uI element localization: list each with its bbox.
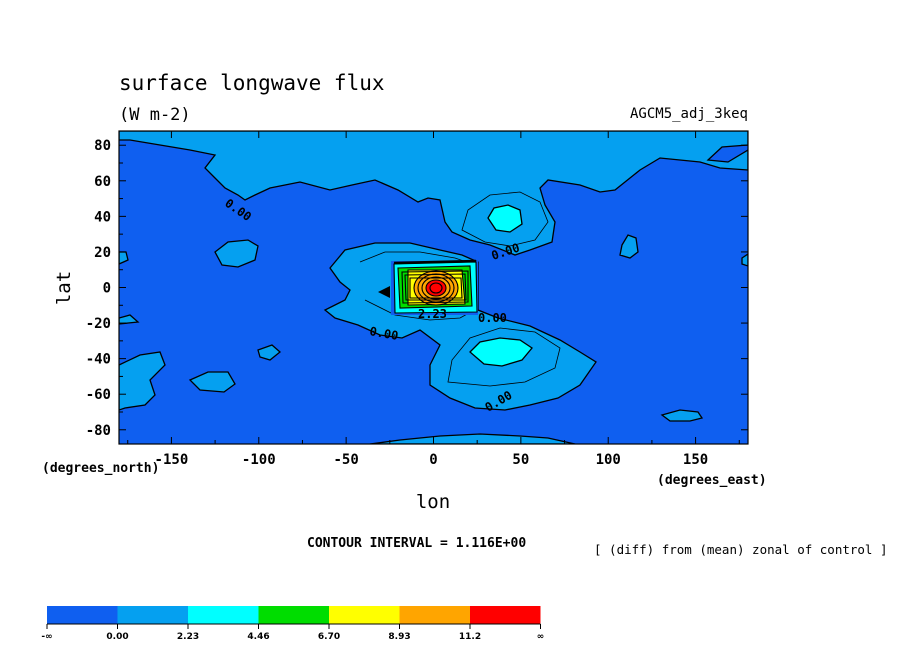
colorbar-swatch — [188, 606, 259, 624]
x-tick-label: 100 — [596, 452, 621, 468]
anomaly-ring-2 — [421, 276, 451, 300]
x-tick-label: -50 — [333, 452, 358, 468]
colorbar-swatch — [399, 606, 470, 624]
x-axis: -150 -100 -50 0 50 100 150 — [127, 131, 740, 468]
y-tick-label: -60 — [86, 387, 111, 403]
central-anomaly — [378, 259, 478, 315]
y-tick-label: 0 — [103, 281, 111, 297]
colorbar-label: 8.93 — [388, 632, 410, 642]
y-axis-label: lat — [53, 271, 75, 305]
dataset-label: AGCM5_adj_3keq — [630, 106, 748, 122]
contour-interval: CONTOUR INTERVAL = 1.116E+00 — [307, 536, 526, 551]
colorbar-label: 11.2 — [459, 632, 481, 642]
y-axis-units: (degrees_north) — [42, 461, 159, 476]
blob-west-1 — [214, 239, 259, 268]
contour-label: 0.00 — [478, 311, 507, 325]
anomaly-arrow — [378, 286, 390, 298]
contour-label: 2.23 — [418, 307, 447, 321]
y-tick-label: -20 — [86, 316, 111, 332]
y-axis: 80 60 40 20 0 -20 -40 -60 -80 — [86, 138, 748, 439]
blob-east-2 — [660, 409, 704, 422]
x-tick-label: 150 — [683, 452, 708, 468]
cyan-blob-se — [469, 337, 533, 367]
inner-contour-ne — [461, 191, 549, 247]
chart-units: (W m-2) — [119, 105, 191, 125]
colorbar-swatch — [47, 606, 118, 624]
edge-left-2 — [119, 314, 140, 325]
antarctic-strip — [369, 433, 576, 444]
y-tick-label: 60 — [94, 174, 111, 190]
y-tick-label: 80 — [94, 138, 111, 154]
x-axis-label: lon — [416, 491, 450, 513]
plot-area: 0.00 0.00 0.00 0.00 0.00 2.23 — [119, 131, 748, 444]
blob-east-1 — [619, 234, 639, 259]
colorbar-label: 2.23 — [177, 632, 199, 642]
y-tick-label: -80 — [86, 423, 111, 439]
colorbar-label: 4.46 — [247, 632, 269, 642]
y-tick-label: 20 — [94, 245, 111, 261]
y-tick-label: -40 — [86, 352, 111, 368]
arctic-region — [119, 131, 748, 256]
y-tick-label: 40 — [94, 209, 111, 225]
colorbar-swatch — [470, 606, 541, 624]
anomaly-rings-outer — [401, 270, 469, 304]
chart-title: surface longwave flux — [119, 71, 385, 95]
colorbar-label: -∞ — [41, 632, 52, 642]
cyan-regions — [469, 204, 533, 367]
southern-ocean-west — [119, 351, 166, 411]
x-tick-label: -100 — [242, 452, 276, 468]
x-tick-label: 50 — [512, 452, 529, 468]
cyan-blob-ne — [487, 204, 523, 233]
colorbar: -∞ 0.00 2.23 4.46 6.70 8.93 11.2 ∞ — [41, 606, 544, 642]
colorbar-label: 0.00 — [106, 632, 128, 642]
diff-note: [ (diff) from (mean) zonal of control ] — [594, 542, 888, 557]
x-axis-units: (degrees_east) — [657, 473, 767, 488]
inner-contour-se — [447, 327, 561, 387]
x-tick-label: -150 — [155, 452, 189, 468]
edge-right-1 — [741, 253, 748, 267]
colorbar-swatch — [117, 606, 188, 624]
colorbar-swatch — [258, 606, 329, 624]
blob-west-2 — [188, 371, 236, 393]
blob-west-3 — [257, 344, 282, 361]
colorbar-label: 6.70 — [318, 632, 340, 642]
contour-label: 0.00 — [368, 324, 399, 343]
anomaly-top-edge — [393, 259, 477, 265]
x-tick-label: 0 — [429, 452, 437, 468]
colorbar-label: ∞ — [537, 632, 545, 642]
anomaly-red-core — [425, 279, 447, 297]
anomaly-ring-3 — [429, 282, 443, 294]
colorbar-swatch — [329, 606, 400, 624]
